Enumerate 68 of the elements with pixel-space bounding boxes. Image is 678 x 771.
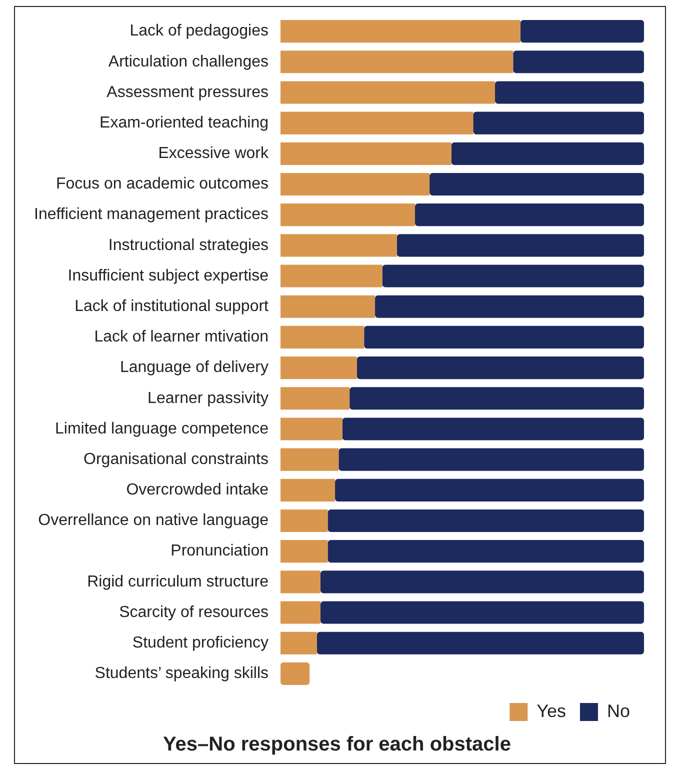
y-tick-label: Limited language competence [55, 420, 269, 438]
bar [280, 448, 339, 471]
legend-label: Yes [536, 700, 566, 721]
bar [280, 142, 452, 165]
bar [430, 172, 644, 196]
bar [280, 204, 415, 226]
y-tick-label: Student proficiency [132, 634, 268, 652]
bar [280, 50, 514, 74]
y-tick-label: Scarcity of resources [119, 604, 268, 621]
y-tick-label: Lack of learner mtivation [94, 328, 268, 346]
bar [280, 172, 430, 196]
y-tick-label: Instructional strategies [108, 236, 268, 254]
bar [280, 356, 357, 380]
y-tick-label: Language of delivery [120, 359, 268, 376]
bar [280, 20, 520, 43]
y-tick-label: Excessive work [158, 145, 270, 162]
bar [382, 264, 644, 288]
bar [375, 295, 644, 318]
bar [328, 540, 644, 563]
bar [414, 204, 644, 226]
y-tick-label: Lack of pedagogies [130, 22, 268, 40]
y-tick-label: Students’ speaking skills [94, 665, 268, 682]
bar [280, 326, 364, 348]
bar [280, 295, 376, 318]
bar [280, 264, 382, 288]
bar [356, 356, 644, 380]
bar [280, 387, 350, 410]
y-tick-label: Exam-oriented teaching [100, 114, 268, 132]
bar [280, 601, 320, 624]
bar [280, 509, 328, 532]
bar [338, 448, 644, 471]
bar [520, 20, 644, 43]
bar [280, 234, 397, 257]
y-tick-label: Overrellance on native language [38, 512, 269, 530]
bar [494, 81, 644, 104]
bar [280, 478, 336, 502]
bar [280, 540, 328, 563]
bar [342, 418, 644, 440]
y-tick-label: Pronunciation [170, 542, 268, 560]
bar [350, 387, 644, 410]
bar [513, 50, 644, 74]
bar [280, 662, 310, 685]
y-tick-label: Assessment pressures [106, 84, 268, 101]
bar [280, 112, 474, 134]
y-tick-label: Organisational constraints [84, 450, 268, 468]
y-tick-label: Overcrowded intake [126, 482, 269, 499]
bar [451, 142, 644, 165]
bar [280, 418, 342, 440]
bar [320, 601, 644, 624]
bar [280, 81, 495, 104]
bar [320, 570, 644, 594]
bar [280, 632, 317, 654]
legend-label: No [606, 700, 630, 721]
bar [316, 632, 644, 654]
bar [335, 478, 644, 502]
y-tick-label: Rigid curriculum structure [87, 573, 269, 590]
bar [280, 570, 320, 594]
bar [364, 326, 644, 348]
y-tick-label: Focus on academic outcomes [56, 176, 268, 193]
y-tick-label: Learner passivity [148, 390, 268, 407]
y-tick-label: Inefficient management practices [34, 206, 268, 224]
y-tick-label: Insufficient subject expertise [68, 267, 269, 284]
bar [473, 112, 644, 134]
y-tick-label: Lack of institutional support [74, 298, 270, 316]
bar [328, 509, 644, 532]
text: Yes–No responses for each obstacle [163, 734, 511, 756]
bar [396, 234, 644, 257]
y-tick-label: Articulation challenges [108, 53, 268, 70]
